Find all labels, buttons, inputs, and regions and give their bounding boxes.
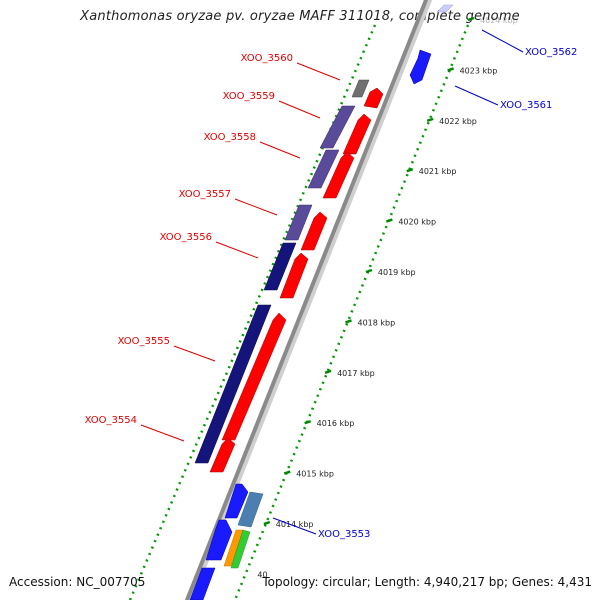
scale-tick-label: 4014 kbp <box>276 520 314 529</box>
gene-xoo-3562[interactable] <box>436 4 454 13</box>
gene-xoo-3561[interactable] <box>409 49 432 85</box>
map-title: Xanthomonas oryzae pv. oryzae MAFF 31101… <box>80 9 520 24</box>
gene-labels: XOO_3562 XOO_3561 XOO_3560 XOO_3559 XOO_3558… <box>85 29 577 540</box>
gene-leader-line <box>454 85 499 106</box>
gene-xoo-3553-b[interactable] <box>205 519 233 561</box>
scale-ticks: 4014 kbp 4015 kbp 4016 kbp 4017 kbp 4018 kbp… <box>257 16 517 579</box>
scale-tick-label: 40 <box>257 570 267 579</box>
gene-label-xoo-3559[interactable]: XOO_3559 <box>223 91 275 102</box>
gene-label-xoo-3554[interactable]: XOO_3554 <box>85 415 137 426</box>
scale-tick-label: 4020 kbp <box>398 218 436 227</box>
gene-label-xoo-3558[interactable]: XOO_3558 <box>204 132 256 143</box>
gene-label-xoo-3555[interactable]: XOO_3555 <box>118 336 170 347</box>
scale-tick-label: 4019 kbp <box>378 268 416 277</box>
scale-tick <box>426 117 434 122</box>
gene-xoo-3560[interactable] <box>363 87 384 109</box>
gene-leader-line <box>173 345 216 362</box>
gene-xoo-3559[interactable] <box>342 113 372 155</box>
gene-xoo-3554[interactable] <box>209 437 236 473</box>
scale-tick <box>365 268 373 274</box>
gene-label-xoo-3561[interactable]: XOO_3561 <box>500 100 552 111</box>
scale-tick-label: 4022 kbp <box>439 117 477 126</box>
gene-xoo-3555[interactable] <box>221 312 287 441</box>
gene-xoo-3555-outer[interactable] <box>194 304 272 464</box>
backbone <box>184 0 429 600</box>
gene-xoo-3559-outer[interactable] <box>319 105 356 149</box>
gene-leader-line <box>259 141 301 159</box>
gene-label-xoo-3557[interactable]: XOO_3557 <box>179 189 231 200</box>
scale-tick <box>447 67 454 72</box>
gene-green[interactable] <box>230 529 251 569</box>
gene-label-xoo-3553[interactable]: XOO_3553 <box>318 529 370 540</box>
scale-tick <box>304 420 312 425</box>
scale-tick <box>467 16 475 22</box>
gene-xoo-3558-outer[interactable] <box>307 149 340 189</box>
scale-tick-label: 4024 kbp <box>480 16 518 25</box>
scale-tick <box>406 168 414 173</box>
gene-leader-line <box>278 100 321 119</box>
scale-tick <box>324 369 332 374</box>
scale-tick-label: 4017 kbp <box>337 369 375 378</box>
gene-label-xoo-3562[interactable]: XOO_3562 <box>525 47 577 58</box>
scale-tick <box>263 520 271 526</box>
scale-tick-label: 4023 kbp <box>460 66 498 75</box>
gene-xoo-3558[interactable] <box>322 151 355 199</box>
gene-xoo-3557-outer[interactable] <box>284 204 313 241</box>
genome-summary: Topology: circular; Length: 4,940,217 bp… <box>262 575 592 589</box>
gene-leader-line <box>272 517 317 535</box>
scale-tick-label: 4018 kbp <box>357 318 395 327</box>
scale-tick <box>385 218 393 223</box>
gene-xoo-3560-outer[interactable] <box>351 79 370 98</box>
scale-tick-label: 4015 kbp <box>296 470 334 479</box>
gene-xoo-3553-a[interactable] <box>224 483 249 519</box>
gene-leader-line <box>215 241 259 259</box>
accession-text: Accession: NC_007705 <box>9 575 146 589</box>
scale-tick <box>283 470 291 475</box>
gene-steel[interactable] <box>237 491 264 528</box>
gene-leader-line <box>234 198 278 216</box>
backbone-shadow <box>186 0 433 600</box>
gene-xoo-3556-outer[interactable] <box>263 242 297 291</box>
gene-label-xoo-3556[interactable]: XOO_3556 <box>160 232 212 243</box>
gene-leader-line <box>140 424 185 442</box>
gene-leader-line <box>481 29 524 53</box>
scale-tick <box>345 319 352 324</box>
gene-leader-line <box>296 62 341 81</box>
gene-label-xoo-3560[interactable]: XOO_3560 <box>241 53 293 64</box>
gene-xoo-3557[interactable] <box>300 211 328 251</box>
gene-xoo-3556[interactable] <box>279 252 309 299</box>
scale-tick-label: 4016 kbp <box>317 419 355 428</box>
gene-bottom-blue[interactable] <box>189 567 216 600</box>
scale-tick-label: 4021 kbp <box>419 167 457 176</box>
